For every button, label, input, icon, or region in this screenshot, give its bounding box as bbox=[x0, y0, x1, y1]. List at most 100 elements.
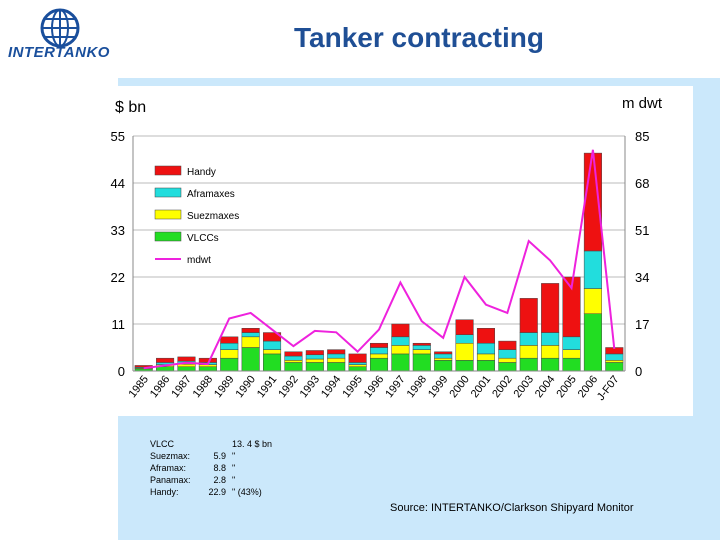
bar-vlccs-1997 bbox=[391, 353, 410, 372]
bar-aframaxes-1989 bbox=[220, 342, 239, 350]
bar-aframaxes-2002 bbox=[498, 349, 517, 359]
bar-suezmaxes-1990 bbox=[241, 336, 260, 348]
bar-vlccs-1989 bbox=[220, 357, 239, 372]
x-tick-label: 1999 bbox=[426, 373, 451, 400]
bar-vlccs-2003 bbox=[519, 357, 538, 372]
bar-vlccs-1996 bbox=[369, 357, 389, 372]
bar-handy-2002 bbox=[498, 340, 517, 350]
legend-swatch-aframaxes bbox=[154, 187, 182, 198]
right-tick-label: 17 bbox=[635, 317, 649, 332]
stats-value: 5.9 bbox=[213, 451, 226, 461]
bar-aframaxes-2005 bbox=[562, 336, 581, 350]
stats-value: 8.8 bbox=[213, 463, 226, 473]
bar-vlccs-2005 bbox=[562, 357, 581, 372]
x-tick-label: 2000 bbox=[447, 373, 472, 400]
bar-handy-1992 bbox=[284, 351, 303, 357]
bar-aframaxes-2006 bbox=[583, 250, 602, 289]
bar-vlccs-1987 bbox=[177, 366, 196, 372]
bar-vlccs-2001 bbox=[476, 360, 495, 372]
page-title: Tanker contracting bbox=[294, 22, 544, 53]
left-tick-label: 55 bbox=[111, 129, 125, 144]
bar-suezmaxes-1996 bbox=[369, 353, 389, 359]
legend-swatch-vlccs bbox=[154, 231, 182, 242]
bar-aframaxes-1994 bbox=[327, 353, 346, 359]
x-tick-label: 1996 bbox=[362, 373, 387, 400]
bar-vlccs-1991 bbox=[263, 353, 282, 372]
x-tick-label: 2001 bbox=[469, 373, 494, 400]
legend-label-handy: Handy bbox=[187, 167, 216, 178]
right-tick-label: 51 bbox=[635, 223, 649, 238]
left-tick-label: 22 bbox=[111, 270, 125, 285]
bar-handy-2005 bbox=[562, 276, 581, 338]
bar-aframaxes-1999 bbox=[434, 353, 453, 359]
bar-suezmaxes-1989 bbox=[220, 349, 239, 359]
bar-handy-1998 bbox=[412, 342, 431, 346]
bar-vlccs-1995 bbox=[348, 366, 367, 372]
bar-vlccs-2006 bbox=[583, 313, 602, 372]
bar-aframaxes-1992 bbox=[284, 355, 303, 361]
bar-aframaxes-2004 bbox=[541, 332, 560, 346]
bar-vlccs-1994 bbox=[327, 362, 346, 372]
right-tick-label: 68 bbox=[635, 176, 649, 191]
stats-label: Panamax: bbox=[150, 475, 191, 485]
x-tick-label: 2005 bbox=[554, 373, 579, 400]
bar-handy-2004 bbox=[541, 283, 560, 333]
x-tick-label: 1994 bbox=[319, 373, 344, 400]
bar-vlccs-1993 bbox=[305, 362, 324, 372]
bar-vlccs-1992 bbox=[284, 362, 303, 372]
bar-suezmaxes-2000 bbox=[455, 342, 474, 361]
logo-text: INTERTANKO bbox=[8, 44, 110, 61]
x-tick-label: 2002 bbox=[490, 373, 515, 400]
right-tick-label: 34 bbox=[635, 270, 649, 285]
bar-vlccs-1986 bbox=[156, 366, 175, 372]
bar-aframaxes-1996 bbox=[369, 347, 389, 355]
right-tick-label: 0 bbox=[635, 364, 642, 379]
bar-suezmaxes-1998 bbox=[412, 349, 431, 355]
legend-swatch-suezmaxes bbox=[154, 209, 182, 220]
stats-label: Aframax: bbox=[150, 463, 187, 473]
legend-label-vlccs: VLCCs bbox=[187, 233, 219, 244]
x-tick-label: 1987 bbox=[169, 373, 194, 400]
stats-unit: " bbox=[232, 475, 236, 485]
bar-vlccs-J-F07 bbox=[605, 362, 624, 372]
bar-aframaxes-1998 bbox=[412, 345, 431, 350]
x-tick-label: 1991 bbox=[255, 373, 280, 400]
stats-value: 2.8 bbox=[213, 475, 226, 485]
bar-aframaxes-1990 bbox=[241, 332, 260, 338]
x-tick-label: 1993 bbox=[298, 373, 323, 400]
globe-icon bbox=[40, 8, 80, 48]
bar-handy-1993 bbox=[305, 350, 324, 356]
bar-vlccs-1998 bbox=[412, 353, 431, 372]
x-tick-label: 1985 bbox=[127, 373, 152, 400]
stats-unit: " (43%) bbox=[232, 487, 262, 497]
x-tick-label: 1986 bbox=[148, 373, 173, 400]
bar-aframaxes-1995 bbox=[348, 362, 367, 365]
bar-suezmaxes-1995 bbox=[348, 364, 367, 367]
bar-aframaxes-2000 bbox=[455, 334, 474, 344]
stats-unit: 13. 4 $ bn bbox=[232, 439, 273, 449]
bar-vlccs-1988 bbox=[198, 366, 217, 372]
x-tick-label: 2003 bbox=[512, 373, 537, 400]
source-note: Source: INTERTANKO/Clarkson Shipyard Mon… bbox=[390, 502, 634, 514]
bar-handy-1996 bbox=[369, 342, 389, 348]
bar-handy-1995 bbox=[348, 353, 367, 363]
intertanko-logo bbox=[40, 8, 80, 48]
legend-swatch-handy bbox=[154, 165, 182, 176]
bar-suezmaxes-2005 bbox=[562, 349, 581, 359]
x-tick-label: 1998 bbox=[405, 373, 430, 400]
bar-suezmaxes-1999 bbox=[434, 357, 453, 361]
x-tick-label: 1989 bbox=[212, 373, 237, 400]
stats-unit: " bbox=[232, 451, 236, 461]
legend-label-aframaxes: Aframaxes bbox=[187, 189, 235, 200]
bar-suezmaxes-2003 bbox=[519, 345, 538, 359]
bar-vlccs-2000 bbox=[455, 360, 474, 372]
bar-suezmaxes-2006 bbox=[583, 288, 602, 314]
bar-aframaxes-2001 bbox=[476, 342, 495, 355]
bar-aframaxes-J-F07 bbox=[605, 353, 624, 361]
bar-suezmaxes-1993 bbox=[305, 358, 324, 363]
left-axis-label: $ bn bbox=[115, 99, 146, 116]
bar-handy-1986 bbox=[156, 357, 175, 363]
x-tick-label: 1995 bbox=[340, 373, 365, 400]
bar-suezmaxes-2004 bbox=[541, 345, 560, 359]
